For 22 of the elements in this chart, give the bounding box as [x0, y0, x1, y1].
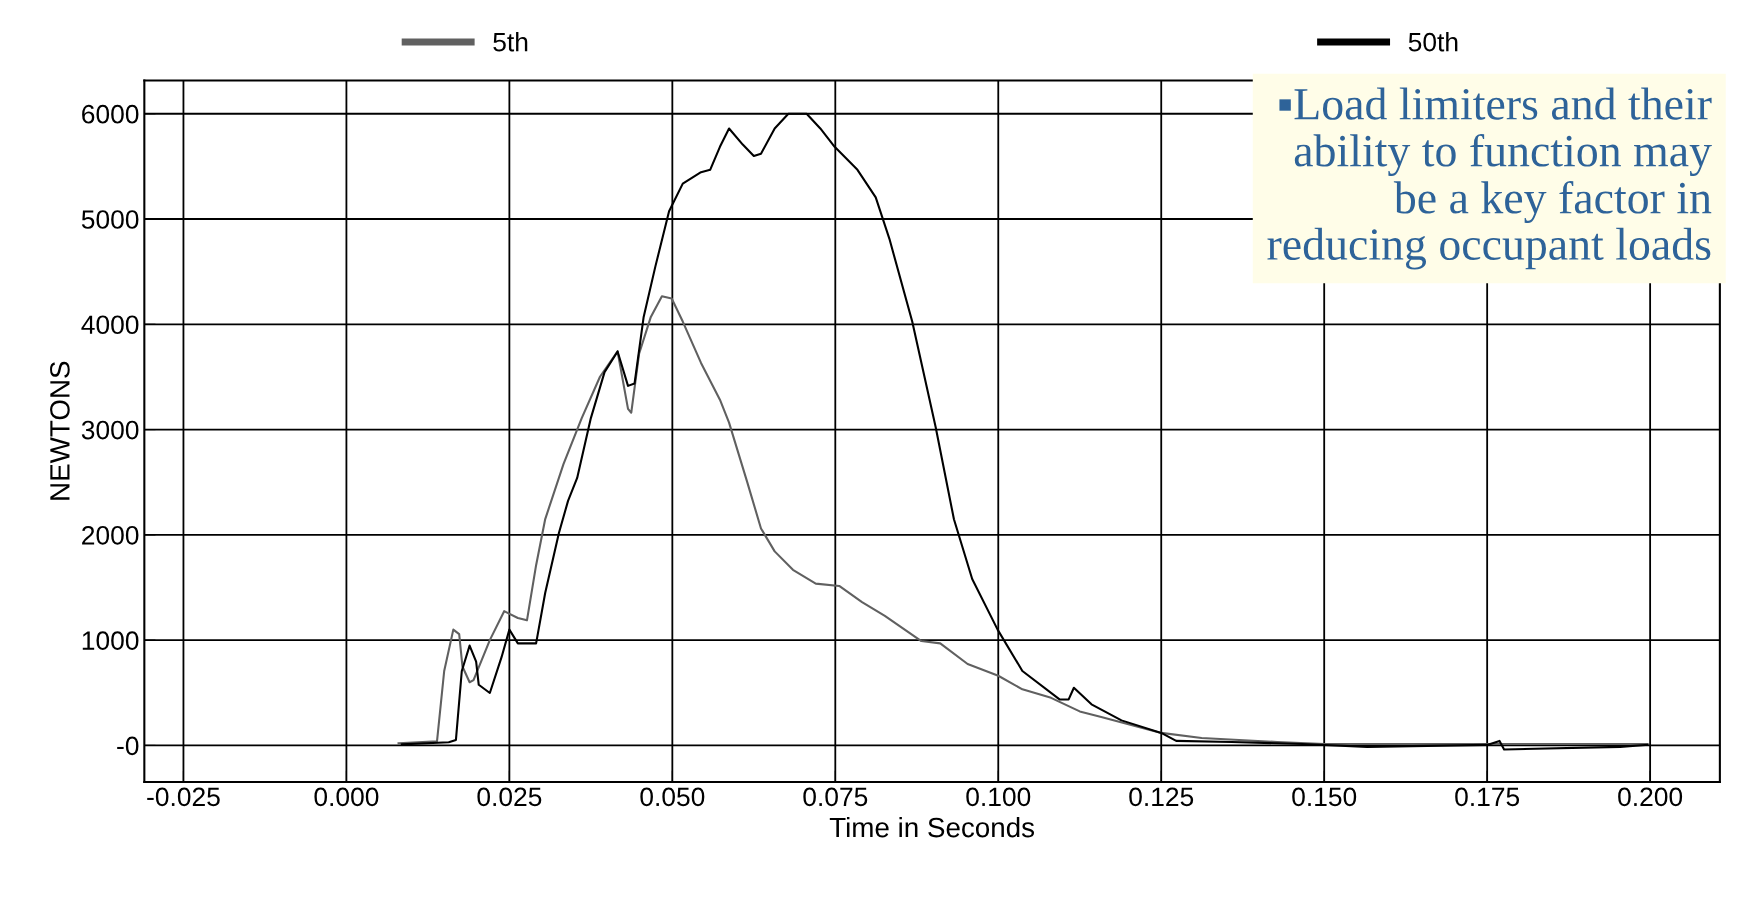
y-tick-label: 4000: [81, 315, 139, 335]
x-tick-label: 0.075: [803, 787, 868, 807]
y-tick-label: 3000: [81, 420, 139, 440]
x-tick-label: 0.025: [477, 787, 542, 807]
x-tick-label: 0.200: [1618, 787, 1683, 807]
x-tick-label: -0.025: [147, 787, 220, 807]
x-tick-label: 0.125: [1129, 787, 1194, 807]
y-tick-label: -0: [117, 736, 139, 756]
y-tick-label: 2000: [82, 525, 139, 545]
legend-label: 5th: [493, 32, 528, 52]
x-tick-label: 0.175: [1455, 787, 1520, 807]
x-tick-label: 0.100: [966, 787, 1031, 807]
legend-label: 50th: [1408, 32, 1458, 52]
y-tick-label: 6000: [82, 104, 139, 124]
y-tick-label: 5000: [81, 210, 139, 229]
y-axis-title: NEWTONS: [50, 361, 70, 500]
x-tick-label: 0.150: [1292, 787, 1357, 807]
annotation: ▪Load limiters and their ability to function may be a key factor in reducing occupant loads: [1267, 87, 1712, 270]
x-tick-label: 0.000: [314, 787, 379, 807]
y-tick-label: 1000: [82, 631, 139, 650]
x-axis-title: Time in Seconds: [829, 816, 1035, 838]
x-tick-label: 0.050: [640, 787, 705, 807]
